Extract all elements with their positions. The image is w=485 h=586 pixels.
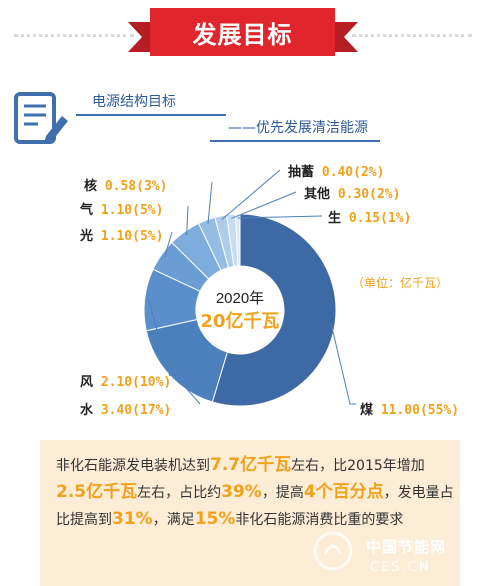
desc-highlight-4: 4个百分点: [303, 482, 384, 502]
slice-label-4: 光 1.10(5%): [79, 228, 163, 244]
leader-line-6: [207, 181, 213, 224]
slice-label-9: 生 0.15(1%): [328, 210, 411, 226]
slice-label-5: 气 1.10(5%): [80, 202, 163, 218]
center-year: 2020年: [216, 290, 264, 307]
section-subtitle: ——优先发展清洁能源: [228, 120, 368, 136]
watermark-text-cn: 中国节能网: [366, 538, 447, 556]
desc-part-2: 左右，比2015年增加: [291, 458, 425, 474]
desc-part-5: ，发电量占比提高到: [56, 485, 454, 528]
right-dotted-line: [352, 34, 472, 41]
banner: 发展目标: [0, 0, 485, 74]
watermark-logo-icon: [313, 531, 353, 571]
desc-part-6: ，满足: [152, 512, 195, 528]
leader-line-3: [148, 299, 171, 377]
leader-line-4: [164, 231, 173, 258]
slice-label-7: 抽蓄 0.40(2%): [288, 164, 384, 180]
power-structure-donut-chart: 煤 11.00(55%) 水 3.40(17%) 风 2.10(10%) 光 1.10…: [79, 164, 459, 418]
desc-highlight-6: 15%: [194, 509, 236, 529]
desc-highlight-2: 2.5亿千瓦: [56, 482, 138, 502]
unit-note: （单位：亿千瓦）: [352, 275, 448, 290]
banner-title: 发展目标: [150, 8, 335, 56]
leader-line-7: [221, 169, 281, 221]
leader-line-9: [237, 215, 323, 219]
section-subtitle-underline: [210, 140, 380, 142]
center-total: 20亿千瓦: [200, 310, 279, 332]
slice-label-2: 水 3.40(17%): [80, 402, 171, 418]
slice-label-8: 其他 0.30(2%): [304, 186, 400, 202]
slice-label-3: 风 2.10(10%): [80, 375, 171, 390]
desc-highlight-1: 7.7亿千瓦: [210, 455, 292, 475]
left-dotted-line: [14, 34, 134, 41]
document-pen-icon: [14, 92, 68, 144]
leader-line-5: [186, 205, 189, 236]
section-title-underline: [76, 114, 226, 116]
leader-line-2: [172, 372, 201, 405]
slice-label-6: 核 0.58(3%): [84, 178, 167, 194]
slice-label-1: 煤 11.00(55%): [360, 402, 459, 418]
desc-part-7: 非化石能源消费比重的要求: [235, 512, 404, 528]
desc-highlight-3: 39%: [221, 482, 262, 502]
watermark-text-en: CES.CN: [370, 560, 431, 575]
section-title: 电源结构目标: [92, 94, 176, 110]
slice-9: [234, 213, 241, 267]
desc-part-1: 非化石能源发电装机达到: [56, 458, 210, 474]
slice-1: [211, 213, 337, 407]
leader-line-8: [231, 191, 297, 219]
desc-part-4: ，提高: [261, 485, 304, 501]
desc-highlight-5: 31%: [112, 509, 153, 529]
description-box: [40, 440, 460, 586]
description-text: 非化石能源发电装机达到7.7亿千瓦左右，比2015年增加 2.5亿千瓦左右，占比约…: [56, 452, 454, 533]
desc-part-3: 左右，占比约: [137, 485, 222, 501]
leader-line-1: [330, 323, 356, 405]
